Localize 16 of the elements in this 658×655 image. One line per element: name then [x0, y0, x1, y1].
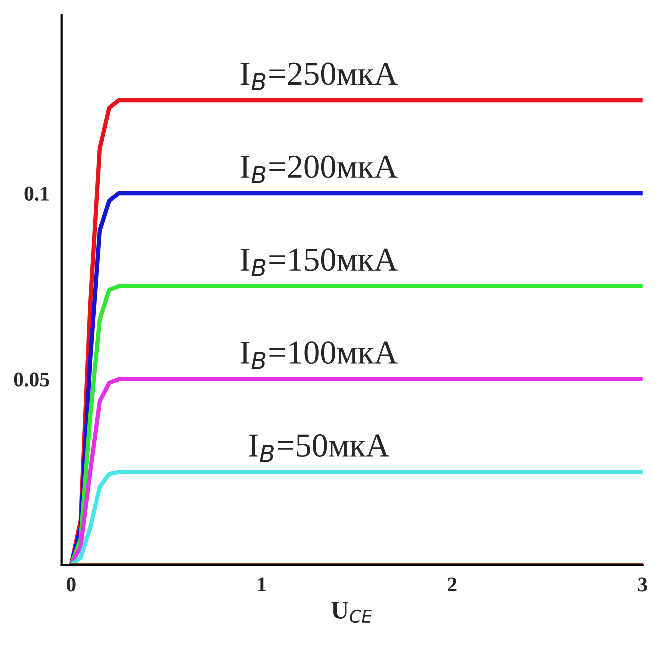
- x-axis-title: U$_{CE}$: [332, 602, 373, 624]
- x-tick-label: 2: [448, 578, 457, 592]
- series-label: I$_{B}$=150мкА: [240, 248, 398, 276]
- line-series: [69, 284, 643, 566]
- series-label: I$_{B}$=250мкА: [240, 62, 398, 90]
- y-tick-label: 0.05: [14, 372, 50, 387]
- y-tick-label: 0.1: [24, 186, 49, 202]
- line-series: [69, 191, 643, 566]
- x-tick-label: 1: [258, 578, 266, 592]
- line-series: [69, 377, 643, 566]
- series-label: I$_{B}$=50мкА: [249, 434, 390, 462]
- line-series: [69, 470, 643, 566]
- x-tick-label: 3: [638, 578, 648, 592]
- series-label: I$_{B}$=100мкА: [240, 342, 398, 370]
- series-label: I$_{B}$=200мкА: [240, 156, 398, 184]
- x-tick-label: 0: [66, 578, 76, 592]
